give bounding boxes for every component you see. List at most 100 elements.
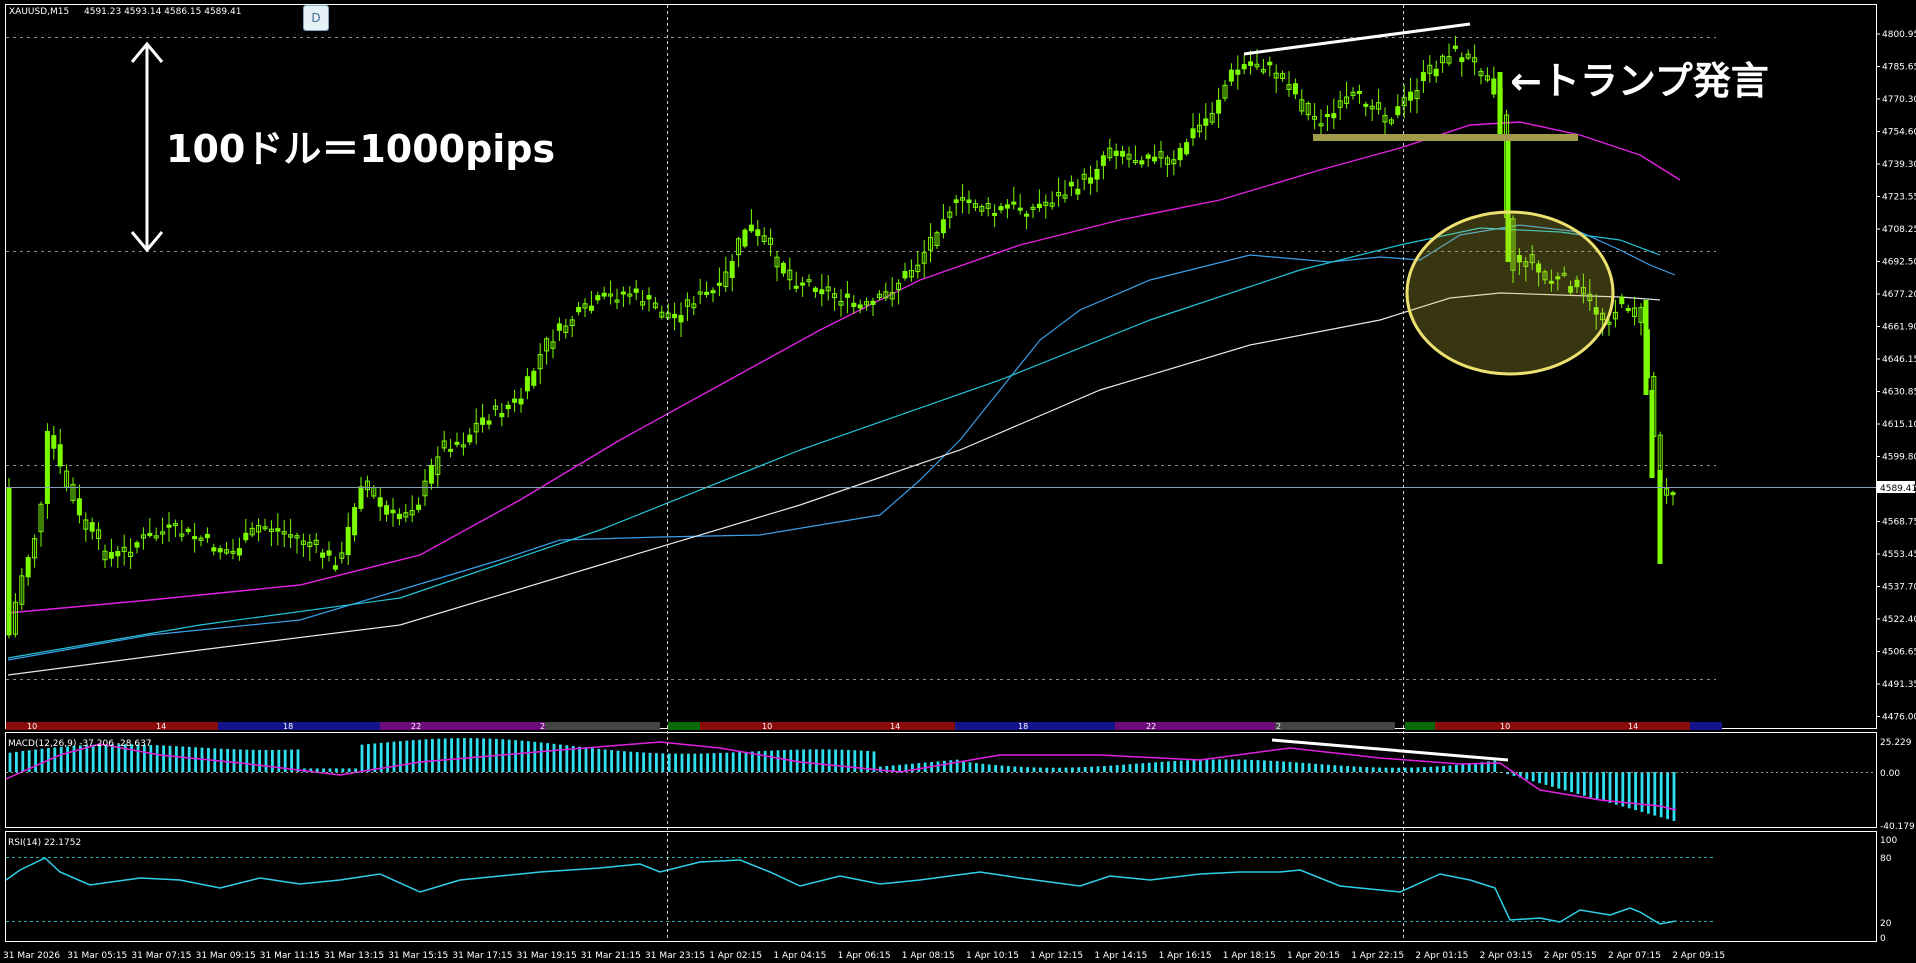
macd-signal-line — [5, 741, 1677, 811]
price-label: 4692.50 — [1882, 258, 1916, 268]
macd-bar — [469, 738, 473, 772]
macd-bar — [1455, 764, 1458, 772]
time-label: 1 Apr 18:15 — [1223, 951, 1276, 961]
macd-bar — [975, 763, 978, 772]
macd-bar — [635, 752, 639, 772]
macd-bar — [53, 747, 57, 772]
macd-histogram — [5, 738, 1677, 821]
rsi-polyline — [5, 857, 1677, 925]
candle-body — [416, 504, 422, 510]
macd-bar — [392, 741, 396, 772]
macd-bar — [866, 750, 869, 772]
candle-body — [230, 550, 236, 554]
candle-body — [364, 480, 370, 491]
candle-body — [12, 601, 18, 635]
candle-body — [1395, 106, 1401, 116]
candle-body — [1568, 286, 1574, 293]
session-segment — [955, 722, 1115, 730]
macd-bar — [1128, 764, 1132, 772]
macd-bar — [136, 744, 140, 772]
macd-bar — [162, 745, 165, 772]
candle-body — [665, 312, 671, 319]
macd-bar — [699, 753, 703, 772]
candle-body — [633, 288, 639, 293]
macd-title: MACD(12,26,9) -37.206 -28.637 — [8, 739, 152, 749]
macd-bar — [482, 738, 485, 772]
price-label: 4661.90 — [1882, 323, 1916, 333]
macd-bar — [1045, 767, 1049, 772]
macd-bar — [1314, 763, 1317, 772]
candle-body — [1542, 271, 1548, 281]
macd-bar — [168, 745, 172, 772]
macd-bar — [1371, 767, 1375, 772]
macd-bar — [859, 750, 863, 772]
candle-body — [1011, 201, 1017, 205]
macd-bar — [1320, 764, 1324, 772]
candlesticks — [6, 35, 1676, 639]
macd-bar — [655, 753, 658, 772]
candle-body — [1593, 307, 1599, 315]
highlight-ellipse — [1405, 210, 1615, 376]
price-label: 4785.65 — [1882, 63, 1916, 73]
candle-body — [780, 262, 786, 274]
macd-bar — [1352, 766, 1356, 772]
candle-body — [294, 535, 300, 539]
time-label: 1 Apr 12:15 — [1030, 951, 1083, 961]
macd-bar — [1544, 772, 1548, 785]
candle-body — [70, 483, 76, 501]
candle-body — [1318, 123, 1324, 127]
moving-averages — [7, 121, 1681, 676]
macd-bar — [1627, 772, 1631, 809]
candle-body — [1670, 492, 1676, 496]
macd-bar — [123, 744, 127, 772]
macd-bar — [1583, 772, 1586, 796]
candle-body — [1344, 96, 1350, 104]
candle-body — [512, 398, 518, 403]
candle-body — [1286, 84, 1292, 90]
macd-bar — [1640, 772, 1644, 812]
event-annotation: ←トランプ発言 — [1510, 59, 1769, 103]
candle-body — [134, 542, 140, 548]
macd-bar — [565, 745, 569, 772]
macd-bar — [687, 753, 690, 772]
candle-body — [908, 270, 914, 278]
candle-body — [1440, 55, 1446, 64]
candle-body — [1414, 90, 1420, 100]
candle-body — [544, 338, 550, 352]
macd-bar — [239, 749, 242, 772]
candle-body — [1049, 202, 1055, 207]
macd-bar — [936, 761, 940, 772]
candle-body — [1472, 57, 1478, 63]
macd-bar — [1288, 761, 1292, 772]
candle-body — [1017, 207, 1023, 211]
candle-body — [857, 304, 863, 309]
candle-body — [480, 417, 486, 425]
macd-bar — [399, 741, 402, 772]
time-label: 1 Apr 20:15 — [1287, 951, 1340, 961]
time-label: 2 Apr 03:15 — [1480, 951, 1533, 961]
price-label: 4522.40 — [1882, 615, 1916, 625]
timeframe-d-button[interactable]: D — [303, 5, 329, 31]
macd-bar — [1135, 763, 1138, 772]
candle-body — [44, 430, 50, 504]
candle-body — [179, 533, 185, 537]
time-label: 2 Apr 05:15 — [1544, 951, 1597, 961]
candle-body — [697, 291, 703, 295]
price-label: 4491.35 — [1882, 680, 1916, 690]
candle-body — [1196, 124, 1202, 133]
candle-body-large — [1505, 140, 1511, 262]
ma-line — [7, 227, 1661, 659]
candle-body — [1184, 142, 1190, 155]
candle-body — [499, 413, 505, 418]
macd-bar — [1179, 760, 1183, 772]
macd-bar — [1487, 761, 1490, 772]
macd-bar — [1115, 765, 1119, 772]
candle-body — [582, 303, 588, 309]
time-label: 1 Apr 04:15 — [773, 951, 826, 961]
candle-body — [601, 292, 607, 297]
candle-body — [710, 290, 716, 294]
candle-body — [1459, 57, 1465, 63]
macd-bar — [783, 750, 786, 772]
candle-body — [1465, 53, 1471, 59]
